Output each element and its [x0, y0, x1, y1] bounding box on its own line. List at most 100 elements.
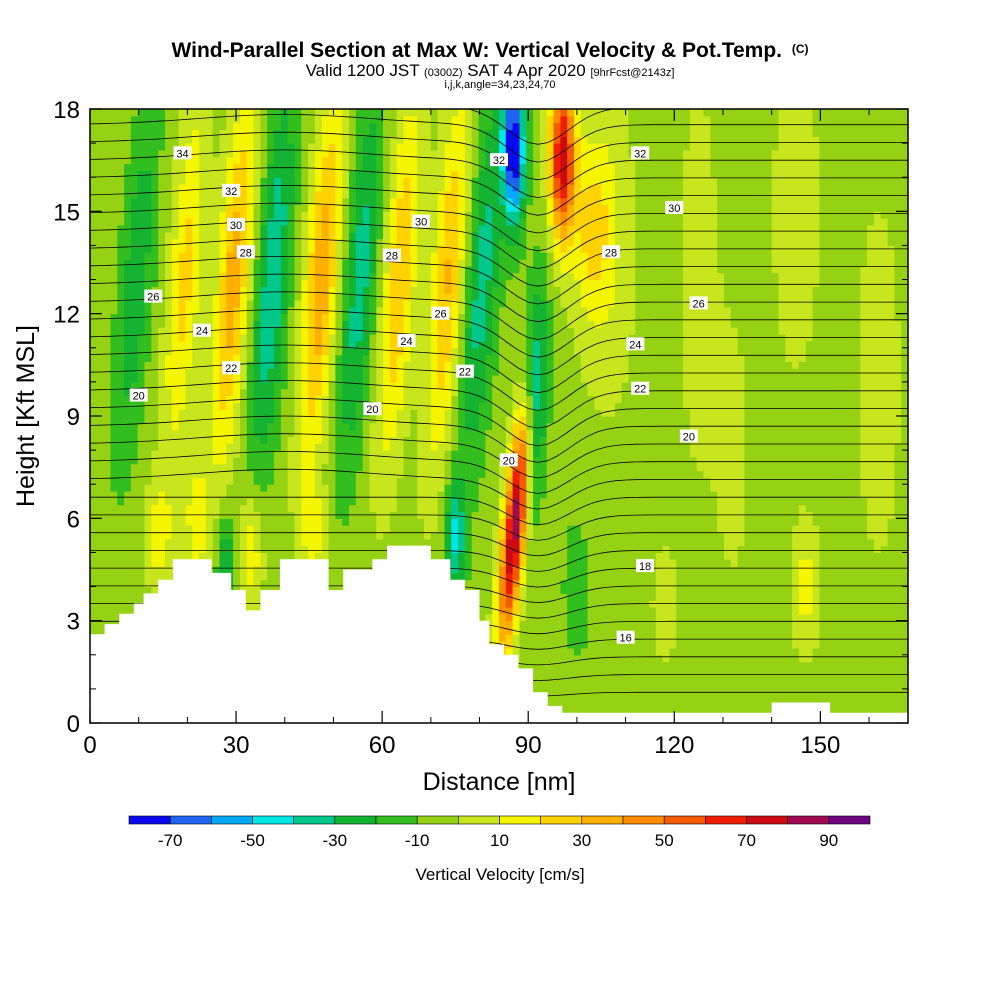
- valid-time-line: Valid 1200 JST (0300Z) SAT 4 Apr 2020 [9…: [306, 61, 675, 80]
- theta-label: 22: [631, 381, 650, 396]
- x-axis: 0 30 60 90 120 150: [83, 109, 870, 759]
- valid-prefix: Valid 1200 JST: [306, 61, 420, 80]
- theta-label-text: 28: [240, 247, 252, 259]
- theta-label: 30: [412, 214, 431, 229]
- colorbar-swatch: [416, 815, 459, 825]
- theta-label-text: 32: [634, 148, 646, 160]
- theta-label: 28: [382, 248, 401, 263]
- y-axis-title: Height [Kft MSL]: [12, 325, 40, 507]
- theta-label-text: 28: [605, 247, 617, 259]
- colorbar-swatch: [499, 815, 542, 825]
- theta-label: 32: [222, 183, 241, 198]
- colorbar-tick-label: -70: [158, 831, 183, 850]
- y-tick-label: 6: [67, 506, 80, 533]
- theta-label-text: 32: [225, 186, 237, 198]
- colorbar-title: Vertical Velocity [cm/s]: [415, 865, 584, 884]
- theta-label-text: 20: [133, 391, 145, 403]
- theta-label-text: 30: [415, 217, 427, 229]
- theta-label: 30: [665, 200, 684, 215]
- terrain-profile: [90, 545, 908, 723]
- y-axis: 0 3 6 9 12 15 18: [53, 97, 908, 738]
- theta-label: 24: [192, 323, 211, 338]
- y-tick-label: 18: [53, 97, 80, 124]
- theta-label-text: 16: [619, 633, 631, 645]
- x-tick-label: 120: [654, 732, 694, 759]
- colorbar-tick-label: -30: [323, 831, 348, 850]
- theta-label-text: 24: [400, 336, 412, 348]
- colorbar-tick-label: -10: [405, 831, 430, 850]
- title-mark: (C): [792, 42, 809, 56]
- theta-label-text: 30: [230, 220, 242, 232]
- colorbar-swatch: [293, 815, 336, 825]
- theta-label: 20: [679, 429, 698, 443]
- theta-label-text: 24: [196, 326, 208, 338]
- theta-label: 20: [129, 388, 148, 403]
- x-axis-title: Distance [nm]: [423, 768, 576, 796]
- theta-label: 32: [490, 153, 508, 167]
- theta-label: 26: [431, 306, 450, 321]
- theta-label: 34: [173, 146, 192, 160]
- colorbar-swatch: [128, 815, 171, 825]
- theta-label: 32: [631, 146, 650, 160]
- theta-label: 20: [499, 453, 518, 467]
- theta-label-text: 30: [668, 203, 680, 215]
- y-tick-label: 15: [53, 199, 80, 226]
- valid-fcst: [9hrFcst@2143z]: [590, 67, 674, 79]
- theta-label-text: 22: [459, 367, 471, 379]
- colorbar-swatch: [211, 815, 253, 825]
- y-tick-label: 0: [67, 711, 80, 738]
- theta-label-text: 26: [693, 298, 705, 310]
- theta-label-text: 18: [639, 561, 651, 573]
- theta-label-text: 32: [493, 155, 505, 167]
- valid-utc: (0300Z): [424, 67, 463, 79]
- theta-label: 26: [144, 289, 163, 304]
- theta-label: 20: [363, 402, 382, 416]
- x-tick-label: 0: [83, 732, 96, 759]
- x-tick-label: 60: [369, 732, 396, 759]
- valid-date: SAT 4 Apr 2020: [467, 61, 585, 80]
- colorbar-swatch: [663, 815, 706, 825]
- x-tick-label: 150: [800, 732, 840, 759]
- colorbar-tick-label: 30: [572, 831, 591, 850]
- colorbar-tick-label: 10: [490, 831, 509, 850]
- theta-label-text: 34: [176, 148, 188, 160]
- colorbar-swatch: [457, 815, 500, 825]
- colorbar-tick-label: 50: [655, 831, 674, 850]
- theta-label: 28: [601, 245, 620, 259]
- colorbar-swatch: [787, 815, 830, 825]
- theta-label: 26: [689, 296, 708, 310]
- theta-label: 24: [626, 337, 645, 351]
- x-tick-label: 30: [223, 732, 250, 759]
- theta-label: 30: [227, 217, 246, 232]
- colorbar-swatch: [704, 815, 747, 825]
- theta-label-text: 20: [503, 455, 515, 467]
- colorbar-swatch: [252, 815, 295, 825]
- colorbar-swatch: [169, 815, 212, 825]
- y-tick-label: 3: [67, 609, 80, 636]
- theta-label-text: 28: [386, 251, 398, 263]
- colorbar-swatch: [828, 815, 871, 825]
- theta-label-text: 20: [683, 431, 695, 443]
- theta-label: 16: [616, 630, 635, 645]
- colorbar-swatch: [746, 815, 789, 825]
- theta-label-text: 26: [434, 309, 446, 321]
- title-main: Wind-Parallel Section at Max W: Vertical…: [171, 39, 782, 62]
- x-tick-label: 90: [515, 732, 542, 759]
- grid-info: i,j,k,angle=34,23,24,70: [444, 79, 555, 91]
- y-tick-label: 12: [53, 302, 80, 329]
- theta-label: 18: [636, 559, 655, 573]
- colorbar-tick-label: 90: [819, 831, 838, 850]
- y-tick-label: 9: [67, 404, 80, 431]
- theta-label-text: 26: [147, 292, 159, 304]
- theta-label: 28: [236, 245, 255, 259]
- theta-label: 22: [455, 364, 474, 379]
- theta-label: 24: [397, 333, 416, 348]
- colorbar-swatch: [622, 815, 665, 825]
- theta-label-text: 22: [225, 363, 237, 375]
- theta-label: 22: [222, 361, 241, 375]
- chart-title: Wind-Parallel Section at Max W: Vertical…: [171, 39, 808, 62]
- colorbar-tick-label: 70: [737, 831, 756, 850]
- colorbar-tick-label: -50: [240, 831, 265, 850]
